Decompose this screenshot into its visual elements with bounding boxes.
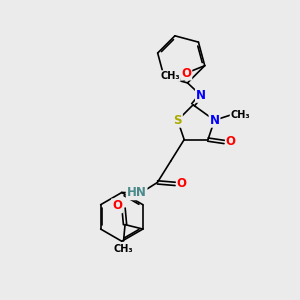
Text: CH₃: CH₃ bbox=[114, 244, 134, 254]
Text: N: N bbox=[196, 89, 206, 102]
Text: CH₃: CH₃ bbox=[230, 110, 250, 120]
Text: O: O bbox=[112, 200, 122, 212]
Text: HN: HN bbox=[127, 186, 147, 199]
Text: S: S bbox=[173, 114, 182, 127]
Text: N: N bbox=[209, 114, 220, 127]
Text: O: O bbox=[177, 177, 187, 190]
Text: O: O bbox=[226, 136, 236, 148]
Text: CH₃: CH₃ bbox=[160, 71, 180, 81]
Text: O: O bbox=[181, 67, 191, 80]
